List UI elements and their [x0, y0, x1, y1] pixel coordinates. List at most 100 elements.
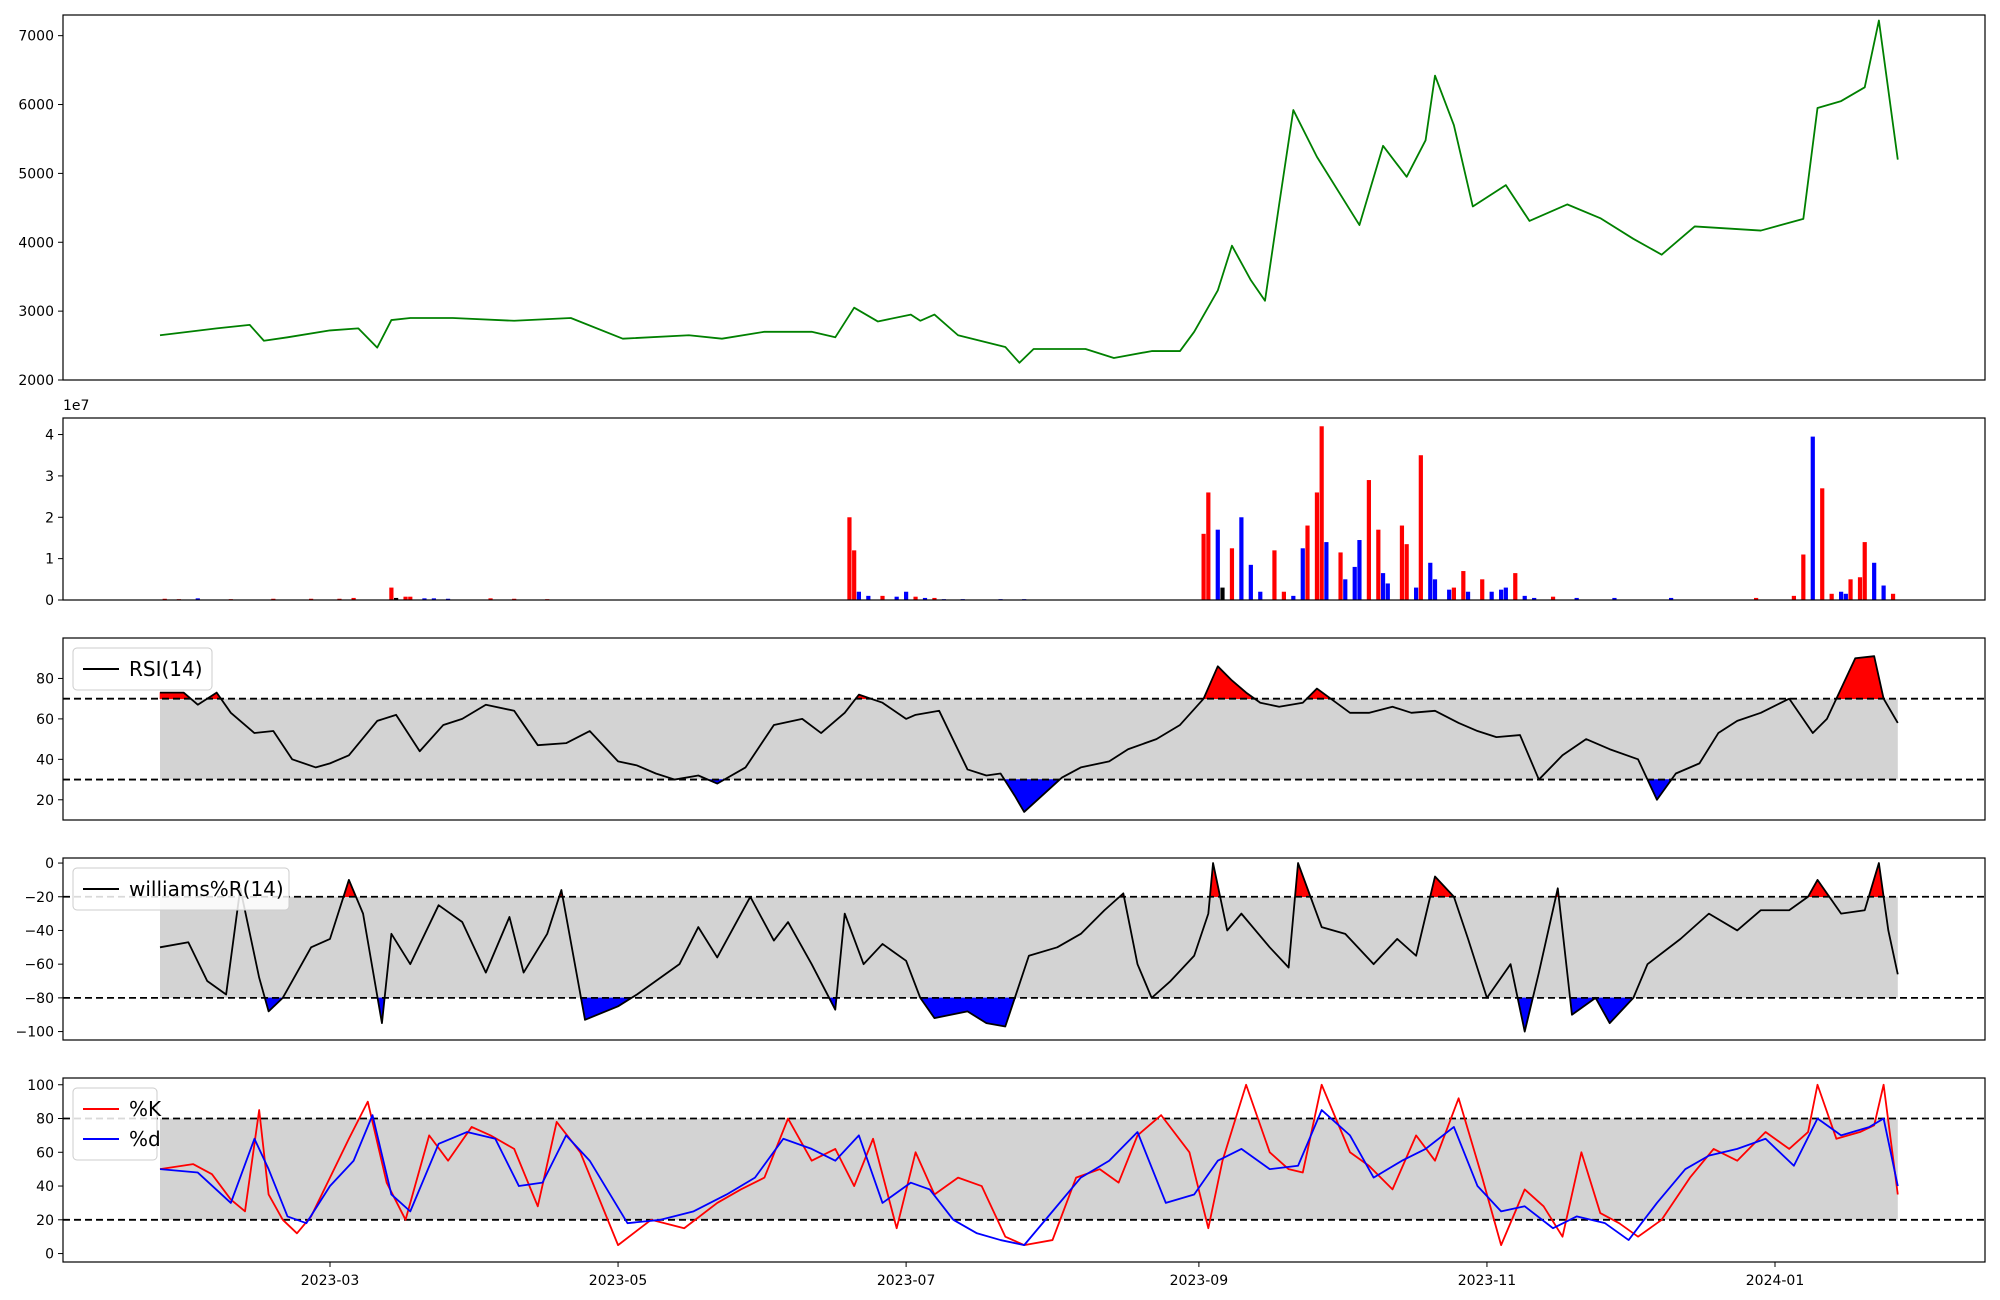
volume-bar — [1319, 426, 1324, 600]
volume-bar — [847, 517, 852, 600]
price-plot-area — [159, 19, 1899, 364]
volume-bar — [1432, 579, 1438, 600]
volume-bar — [1324, 542, 1329, 600]
williams-band — [160, 896, 1898, 998]
price-y-tick-label: 6000 — [18, 98, 54, 114]
x-tick-label: 2023-09 — [1170, 1273, 1229, 1289]
volume-bar — [913, 596, 918, 600]
volume-bar — [1480, 579, 1485, 600]
volume-bar — [1839, 591, 1844, 600]
volume-bar — [880, 595, 885, 600]
stochastic-panel: 0 20 40 60 80 100 %K %d — [27, 1077, 1986, 1263]
rsi-series-line-0 — [160, 655, 1899, 813]
volume-bar — [1206, 492, 1211, 600]
volume-bar — [1220, 587, 1225, 600]
stochastic-legend-label: %K — [129, 1097, 162, 1121]
williams-panel: 0 −20 −40 −60 −80 −100 williams%R(14) — [16, 856, 1986, 1041]
stochastic-legend-label: %d — [129, 1127, 161, 1151]
x-tick-label: 2023-03 — [301, 1273, 360, 1289]
rsi-y-tick-label: 80 — [36, 671, 54, 687]
volume-bar — [195, 598, 200, 600]
rsi-panel: 20 40 60 80 RSI(14) — [36, 637, 1986, 821]
volume-bar — [1291, 595, 1296, 600]
volume-bar — [394, 597, 399, 600]
volume-bar — [1754, 597, 1759, 600]
x-tick-label: 2024-01 — [1746, 1273, 1805, 1289]
rsi-legend: RSI(14) — [72, 647, 213, 691]
volume-plot-area — [162, 426, 1896, 600]
volume-bar — [162, 598, 167, 600]
volume-bar — [1414, 587, 1419, 600]
volume-bar — [1343, 579, 1348, 600]
stochastic-axes-frame — [62, 1077, 1986, 1263]
volume-bar — [1399, 525, 1405, 600]
volume-y-tick-label: 1 — [45, 552, 54, 568]
volume-bar — [1881, 585, 1886, 600]
volume-y-tick-label: 3 — [45, 469, 54, 485]
volume-bar — [1376, 529, 1381, 600]
volume-panel: 0 1 2 3 4 1e7 — [45, 398, 1986, 609]
williams-y-tick-label: −40 — [24, 923, 54, 939]
williams-oversold-fill — [986, 997, 1006, 1027]
rsi-plot-area — [63, 655, 1985, 814]
stochastic-y-tick-label: 60 — [36, 1145, 54, 1161]
volume-bar — [1890, 593, 1896, 600]
volume-bar — [1447, 589, 1452, 600]
stochastic-series-line-1 — [159, 1109, 1899, 1247]
volume-bar — [1201, 533, 1206, 600]
price-axes-frame — [62, 14, 1986, 381]
volume-bar — [1229, 548, 1235, 600]
volume-bar — [1843, 593, 1848, 600]
williams-y-tick-label: 0 — [45, 856, 54, 872]
volume-bar — [1418, 455, 1423, 600]
volume-bar — [1465, 591, 1471, 600]
volume-bar — [1522, 595, 1527, 600]
williams-series-line-0 — [159, 862, 1899, 1033]
volume-bar — [1612, 597, 1617, 600]
volume-bar — [1574, 597, 1579, 600]
volume-bar — [1404, 544, 1409, 600]
volume-bar — [852, 550, 857, 600]
williams-y-tick-label: −60 — [24, 957, 54, 973]
volume-bar — [408, 596, 413, 600]
price-y-tick-label: 2000 — [18, 373, 54, 389]
volume-offset-label: 1e7 — [63, 398, 89, 414]
volume-bar — [1461, 571, 1466, 600]
volume-bar — [1513, 573, 1518, 600]
price-y-tick-label: 3000 — [18, 304, 54, 320]
rsi-overbought-fill — [1854, 655, 1875, 699]
price-y-tick-label: 7000 — [18, 29, 54, 45]
volume-bar — [1305, 525, 1310, 600]
volume-y-tick-label: 4 — [45, 428, 54, 444]
volume-bar — [1385, 583, 1390, 600]
volume-bar — [1239, 517, 1244, 600]
williams-axes-frame — [62, 857, 1986, 1041]
x-tick-label: 2023-11 — [1458, 1273, 1517, 1289]
volume-bar — [866, 595, 871, 600]
stochastic-y-tick-label: 100 — [27, 1078, 54, 1094]
volume-bar — [1258, 591, 1263, 600]
volume-bar — [1338, 552, 1343, 600]
x-tick-label: 2023-07 — [877, 1273, 936, 1289]
stochastic-legend: %K %d — [72, 1087, 162, 1161]
volume-bar — [856, 591, 861, 600]
volume-bar — [1669, 597, 1674, 600]
volume-bar — [1281, 591, 1286, 600]
volume-bar — [932, 597, 937, 600]
price-y-tick-label: 4000 — [18, 235, 54, 251]
volume-bar — [894, 596, 899, 600]
volume-bar — [1532, 597, 1537, 600]
volume-bar — [1215, 529, 1220, 600]
price-y-tick-label: 5000 — [18, 166, 54, 182]
volume-bar — [1352, 566, 1357, 600]
rsi-y-tick-label: 20 — [36, 793, 54, 809]
williams-legend: williams%R(14) — [72, 867, 290, 911]
williams-y-tick-label: −20 — [24, 890, 54, 906]
price-series-line-0 — [159, 19, 1899, 364]
volume-bar — [445, 598, 451, 600]
volume-bar — [1829, 593, 1834, 600]
volume-bar — [403, 596, 408, 600]
volume-bar — [512, 598, 517, 600]
volume-bar — [488, 598, 493, 600]
